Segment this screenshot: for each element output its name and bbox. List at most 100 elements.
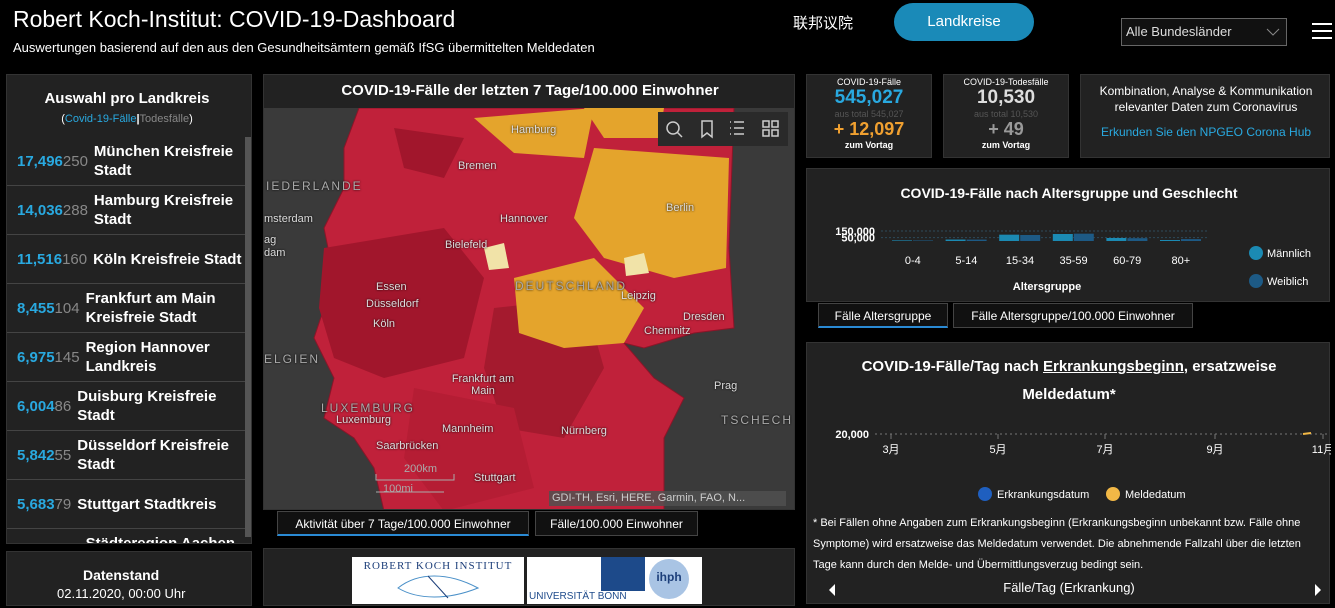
name: Hamburg Kreisfreie Stadt <box>93 192 234 228</box>
x-tick-label: 0-4 <box>905 255 921 267</box>
deaths: 288 <box>62 201 88 219</box>
menu-icon[interactable] <box>1312 22 1332 40</box>
list-item[interactable]: 14,036 288 Hamburg Kreisfreie Stadt <box>7 186 245 235</box>
scale-bar <box>375 474 455 493</box>
stat-total: aus total 545,027 <box>834 109 904 119</box>
x-tick-label: 11月 <box>1312 444 1331 456</box>
cases: 8,455 <box>17 299 55 317</box>
tab[interactable]: Fälle/100.000 Einwohner <box>535 511 698 536</box>
stat-delta: + 49 <box>988 119 1024 139</box>
scale-label: 200km <box>404 463 438 475</box>
button[interactable]: Landkreise <box>894 3 1034 41</box>
nav-next[interactable] <box>1313 583 1323 597</box>
cases: 11,516 <box>17 250 63 268</box>
list-item[interactable]: 17,496 250 München Kreisfreie Stadt <box>7 137 245 186</box>
tab[interactable]: Fälle Altersgruppe <box>818 303 948 328</box>
cases: 5,683 <box>17 495 55 513</box>
list-item[interactable]: 6,975 145 Region Hannover Landkreis <box>7 333 245 382</box>
map-label: Saarbrücken <box>376 440 439 452</box>
legend-swatch <box>978 487 992 501</box>
scale-label: 100mi <box>383 483 413 495</box>
info-link[interactable]: Erkunden Sie den NPGEO Corona Hub <box>1100 125 1312 139</box>
ihph-text: ihph <box>649 559 689 599</box>
map-title: COVID-19-Fälle der letzten 7 Tage/100.00… <box>341 82 719 99</box>
name: Region Hannover Landkreis <box>85 339 210 375</box>
x-tick-label: 60-79 <box>1113 255 1141 267</box>
deaths: 55 <box>54 446 72 464</box>
rki-logo: ROBERT KOCH INSTITUT <box>352 557 524 604</box>
deaths: 160 <box>62 250 88 268</box>
legend-swatch <box>1249 246 1263 260</box>
bar <box>1127 238 1148 241</box>
name: Stuttgart Stadtkreis <box>77 495 217 513</box>
info-panel: Kombination, Analyse & Kommunikation rel… <box>1080 74 1330 158</box>
name: Städteregion Aachen Kreis <box>85 535 236 544</box>
map-toolbar <box>658 112 788 146</box>
stat-value: 545,027 <box>834 87 904 108</box>
bonn-logo: UNIVERSITÄT BONN ihph <box>527 557 702 604</box>
map-label: IEDERLANDE <box>266 179 363 193</box>
legend: (Covid-19-Fälle|Todesfälle) <box>7 113 247 125</box>
map-label: Stuttgart <box>474 472 516 484</box>
legend-part: | <box>136 113 140 125</box>
bonn-block <box>601 557 645 591</box>
stat-label: COVID-19-Fälle <box>836 77 901 87</box>
legend-part[interactable]: Covid-19-Fälle <box>64 113 137 125</box>
cases: 6,004 <box>17 397 55 415</box>
daily-title: COVID-19-Fälle/Tag nach Erkrankungsbegin… <box>847 353 1291 409</box>
link[interactable]: 联邦议院 <box>793 15 854 32</box>
attribution: GDI-TH, Esri, HERE, Garmin, FAO, N... <box>549 491 786 506</box>
stat-box: COVID-19-Fälle 545,027 aus total 545,027 + … <box>806 74 932 158</box>
bar <box>1106 238 1127 241</box>
legend-part: ( <box>61 113 65 125</box>
map-label: Bielefeld <box>445 239 488 251</box>
subtitle: Auswertungen basierend auf den aus den G… <box>13 40 595 55</box>
map-label: Bremen <box>458 160 497 172</box>
footnote: * Bei Fällen ohne Angaben zum Erkrankung… <box>813 517 1301 571</box>
toolbar-icons[interactable] <box>658 112 788 146</box>
left-panel: Auswahl pro Landkreis (Covid-19-Fälle|To… <box>6 74 252 544</box>
legend-label: Weiblich <box>1267 276 1308 288</box>
list-item[interactable]: 6,004 86 Duisburg Kreisfreie Stadt <box>7 382 245 431</box>
x-tick-label: 3月 <box>882 444 899 456</box>
x-tick-label: 80+ <box>1171 255 1190 267</box>
map-label: Frankfurt am Main <box>451 373 515 397</box>
name: München Kreisfreie Stadt <box>93 143 234 179</box>
bar <box>1160 240 1180 241</box>
panel-title: Auswahl pro Landkreis <box>44 90 210 107</box>
bar <box>945 239 966 241</box>
list-item[interactable]: 11,516 160 Köln Kreisfreie Stadt <box>7 235 245 284</box>
list-item[interactable]: 5,683 79 Stuttgart Stadtkreis <box>7 480 245 529</box>
list-item[interactable]: 5,551122Städteregion Aachen Kreis <box>7 529 245 544</box>
y-tick-label: 150,000 <box>835 226 875 238</box>
series-tail <box>1302 432 1312 435</box>
legend-swatch <box>1249 274 1263 288</box>
deaths: 79 <box>54 495 72 513</box>
nav-prev[interactable] <box>827 583 837 597</box>
list-item[interactable]: 8,455 104 Frankfurt am Main Kreisfreie Sta… <box>7 284 245 333</box>
daily-panel: COVID-19-Fälle/Tag nach Erkrankungsbegin… <box>806 342 1331 604</box>
stat-total: aus total 10,530 <box>973 109 1039 119</box>
map-label: Leipzig <box>621 290 656 302</box>
title-part[interactable]: Erkrankungsbeginn <box>1043 358 1184 375</box>
deaths: 104 <box>54 299 80 317</box>
x-axis-label: Altersgruppe <box>1013 281 1081 293</box>
map[interactable]: GDI-TH, Esri, HERE, Garmin, FAO, N... Ha… <box>264 108 794 509</box>
cases: 14,036 <box>17 201 63 219</box>
stat-box: COVID-19-Todesfälle 10,530 aus total 10,53… <box>943 74 1069 158</box>
name: Düsseldorf Kreisfreie Stadt <box>77 437 229 473</box>
logos-panel: ROBERT KOCH INSTITUT UNIVERSITÄT BONN ihp… <box>263 548 795 606</box>
stat-delta-label: zum Vortag <box>844 140 894 150</box>
legend-part[interactable]: Todesfälle <box>139 113 190 125</box>
tab[interactable]: Aktivität über 7 Tage/100.000 Einwohner <box>277 511 529 536</box>
scrollbar[interactable] <box>245 137 251 537</box>
list-item[interactable]: 5,842 55 Düsseldorf Kreisfreie Stadt <box>7 431 245 480</box>
tab[interactable]: Fälle Altersgruppe/100.000 Einwohner <box>953 303 1193 328</box>
map-label: Mannheim <box>442 423 494 435</box>
select[interactable]: Alle Bundesländer <box>1121 18 1287 46</box>
date: 02.11.2020, 00:00 Uhr <box>57 586 186 601</box>
stat-delta-label: zum Vortag <box>981 140 1031 150</box>
datenstand: Datenstand <box>83 567 160 583</box>
name: Köln Kreisfreie Stadt <box>93 250 242 268</box>
